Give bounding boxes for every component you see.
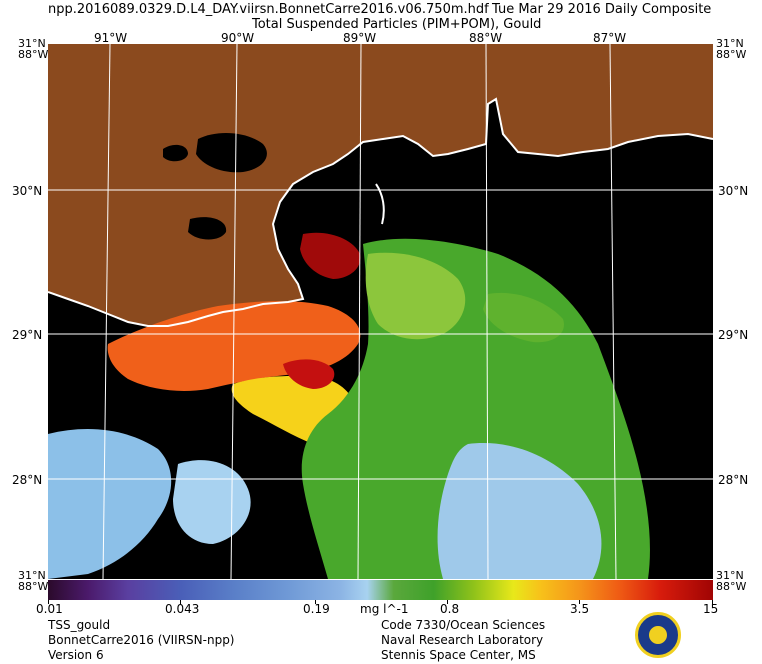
navy-seal-icon bbox=[635, 612, 681, 658]
meridian-88w bbox=[485, 44, 489, 579]
blue-water-right bbox=[437, 443, 602, 579]
blue-water-center bbox=[173, 460, 251, 544]
colorbar-tick bbox=[712, 600, 713, 604]
meridian-90w bbox=[230, 44, 238, 579]
colorbar-label-4: 3.5 bbox=[570, 602, 590, 616]
product-title: Total Suspended Particles (PIM+POM), Gou… bbox=[252, 17, 542, 32]
lat-label-left-28n: 28°N bbox=[12, 473, 43, 487]
footer-code: Code 7330/Ocean Sciences bbox=[381, 618, 546, 632]
meridian-87w bbox=[609, 44, 617, 579]
colorbar-tick bbox=[315, 600, 316, 604]
corner-label-bottom-left: 31°N 88°W bbox=[18, 569, 49, 593]
colorbar-label-0: 0.01 bbox=[36, 602, 63, 616]
green-water-light bbox=[365, 252, 466, 340]
delta-red bbox=[300, 232, 361, 279]
map-canvas bbox=[48, 44, 713, 579]
colorbar-unit: mg l^-1 bbox=[360, 602, 409, 616]
footer-location: Stennis Space Center, MS bbox=[381, 648, 536, 662]
file-name: npp.2016089.0329.D.L4_DAY.viirsn.BonnetC… bbox=[48, 2, 489, 17]
colorbar-tick bbox=[579, 600, 580, 604]
footer-dataset: BonnetCarre2016 (VIIRSN-npp) bbox=[48, 633, 235, 647]
lon-label-89w: 89°W bbox=[343, 31, 377, 45]
lon-label-90w: 90°W bbox=[221, 31, 255, 45]
corner-label-top-left: 31°N 88°W bbox=[18, 37, 49, 61]
colorbar-label-1: 0.043 bbox=[165, 602, 200, 616]
lat-label-right-29n: 29°N bbox=[718, 328, 749, 342]
meridian-91w bbox=[102, 44, 111, 579]
lat-label-right-30n: 30°N bbox=[718, 184, 749, 198]
footer-version: Version 6 bbox=[48, 648, 104, 662]
inland-water bbox=[313, 197, 353, 228]
corner-label-top-right: 31°N 88°W bbox=[716, 37, 747, 61]
lat-label-left-29n: 29°N bbox=[12, 328, 43, 342]
plume-deep-red bbox=[283, 359, 335, 389]
colorbar-tick bbox=[447, 600, 448, 604]
date-label: Tue Mar 29 2016 Daily Composite bbox=[492, 2, 712, 17]
colorbar-tick bbox=[180, 600, 181, 604]
land-mass bbox=[48, 44, 713, 326]
chandeleur-islands bbox=[375, 183, 385, 225]
lat-label-right-28n: 28°N bbox=[718, 473, 749, 487]
footer-product: TSS_gould bbox=[48, 618, 111, 632]
blue-water-left bbox=[48, 429, 172, 579]
corner-label-bottom-right: 31°N 88°W bbox=[716, 569, 747, 593]
colorbar-label-2: 0.19 bbox=[303, 602, 330, 616]
satellite-map[interactable] bbox=[48, 44, 713, 579]
green-water-top-right bbox=[483, 292, 564, 343]
colorbar-label-5: 15 bbox=[703, 602, 719, 616]
coastline bbox=[48, 97, 713, 327]
meridian-89w bbox=[357, 44, 362, 579]
lat-label-left-30n: 30°N bbox=[12, 184, 43, 198]
footer-org: Naval Research Laboratory bbox=[381, 633, 544, 647]
lon-label-91w: 91°W bbox=[94, 31, 128, 45]
lake-salvador bbox=[188, 217, 227, 240]
lake-maurepas bbox=[163, 144, 188, 162]
colorbar-label-3: 0.8 bbox=[440, 602, 460, 616]
colorbar-tick bbox=[48, 600, 49, 604]
colorbar bbox=[48, 580, 713, 600]
lon-label-88w: 88°W bbox=[469, 31, 503, 45]
lon-label-87w: 87°W bbox=[593, 31, 627, 45]
graticule bbox=[48, 44, 713, 579]
lake-pontchartrain bbox=[196, 132, 267, 173]
